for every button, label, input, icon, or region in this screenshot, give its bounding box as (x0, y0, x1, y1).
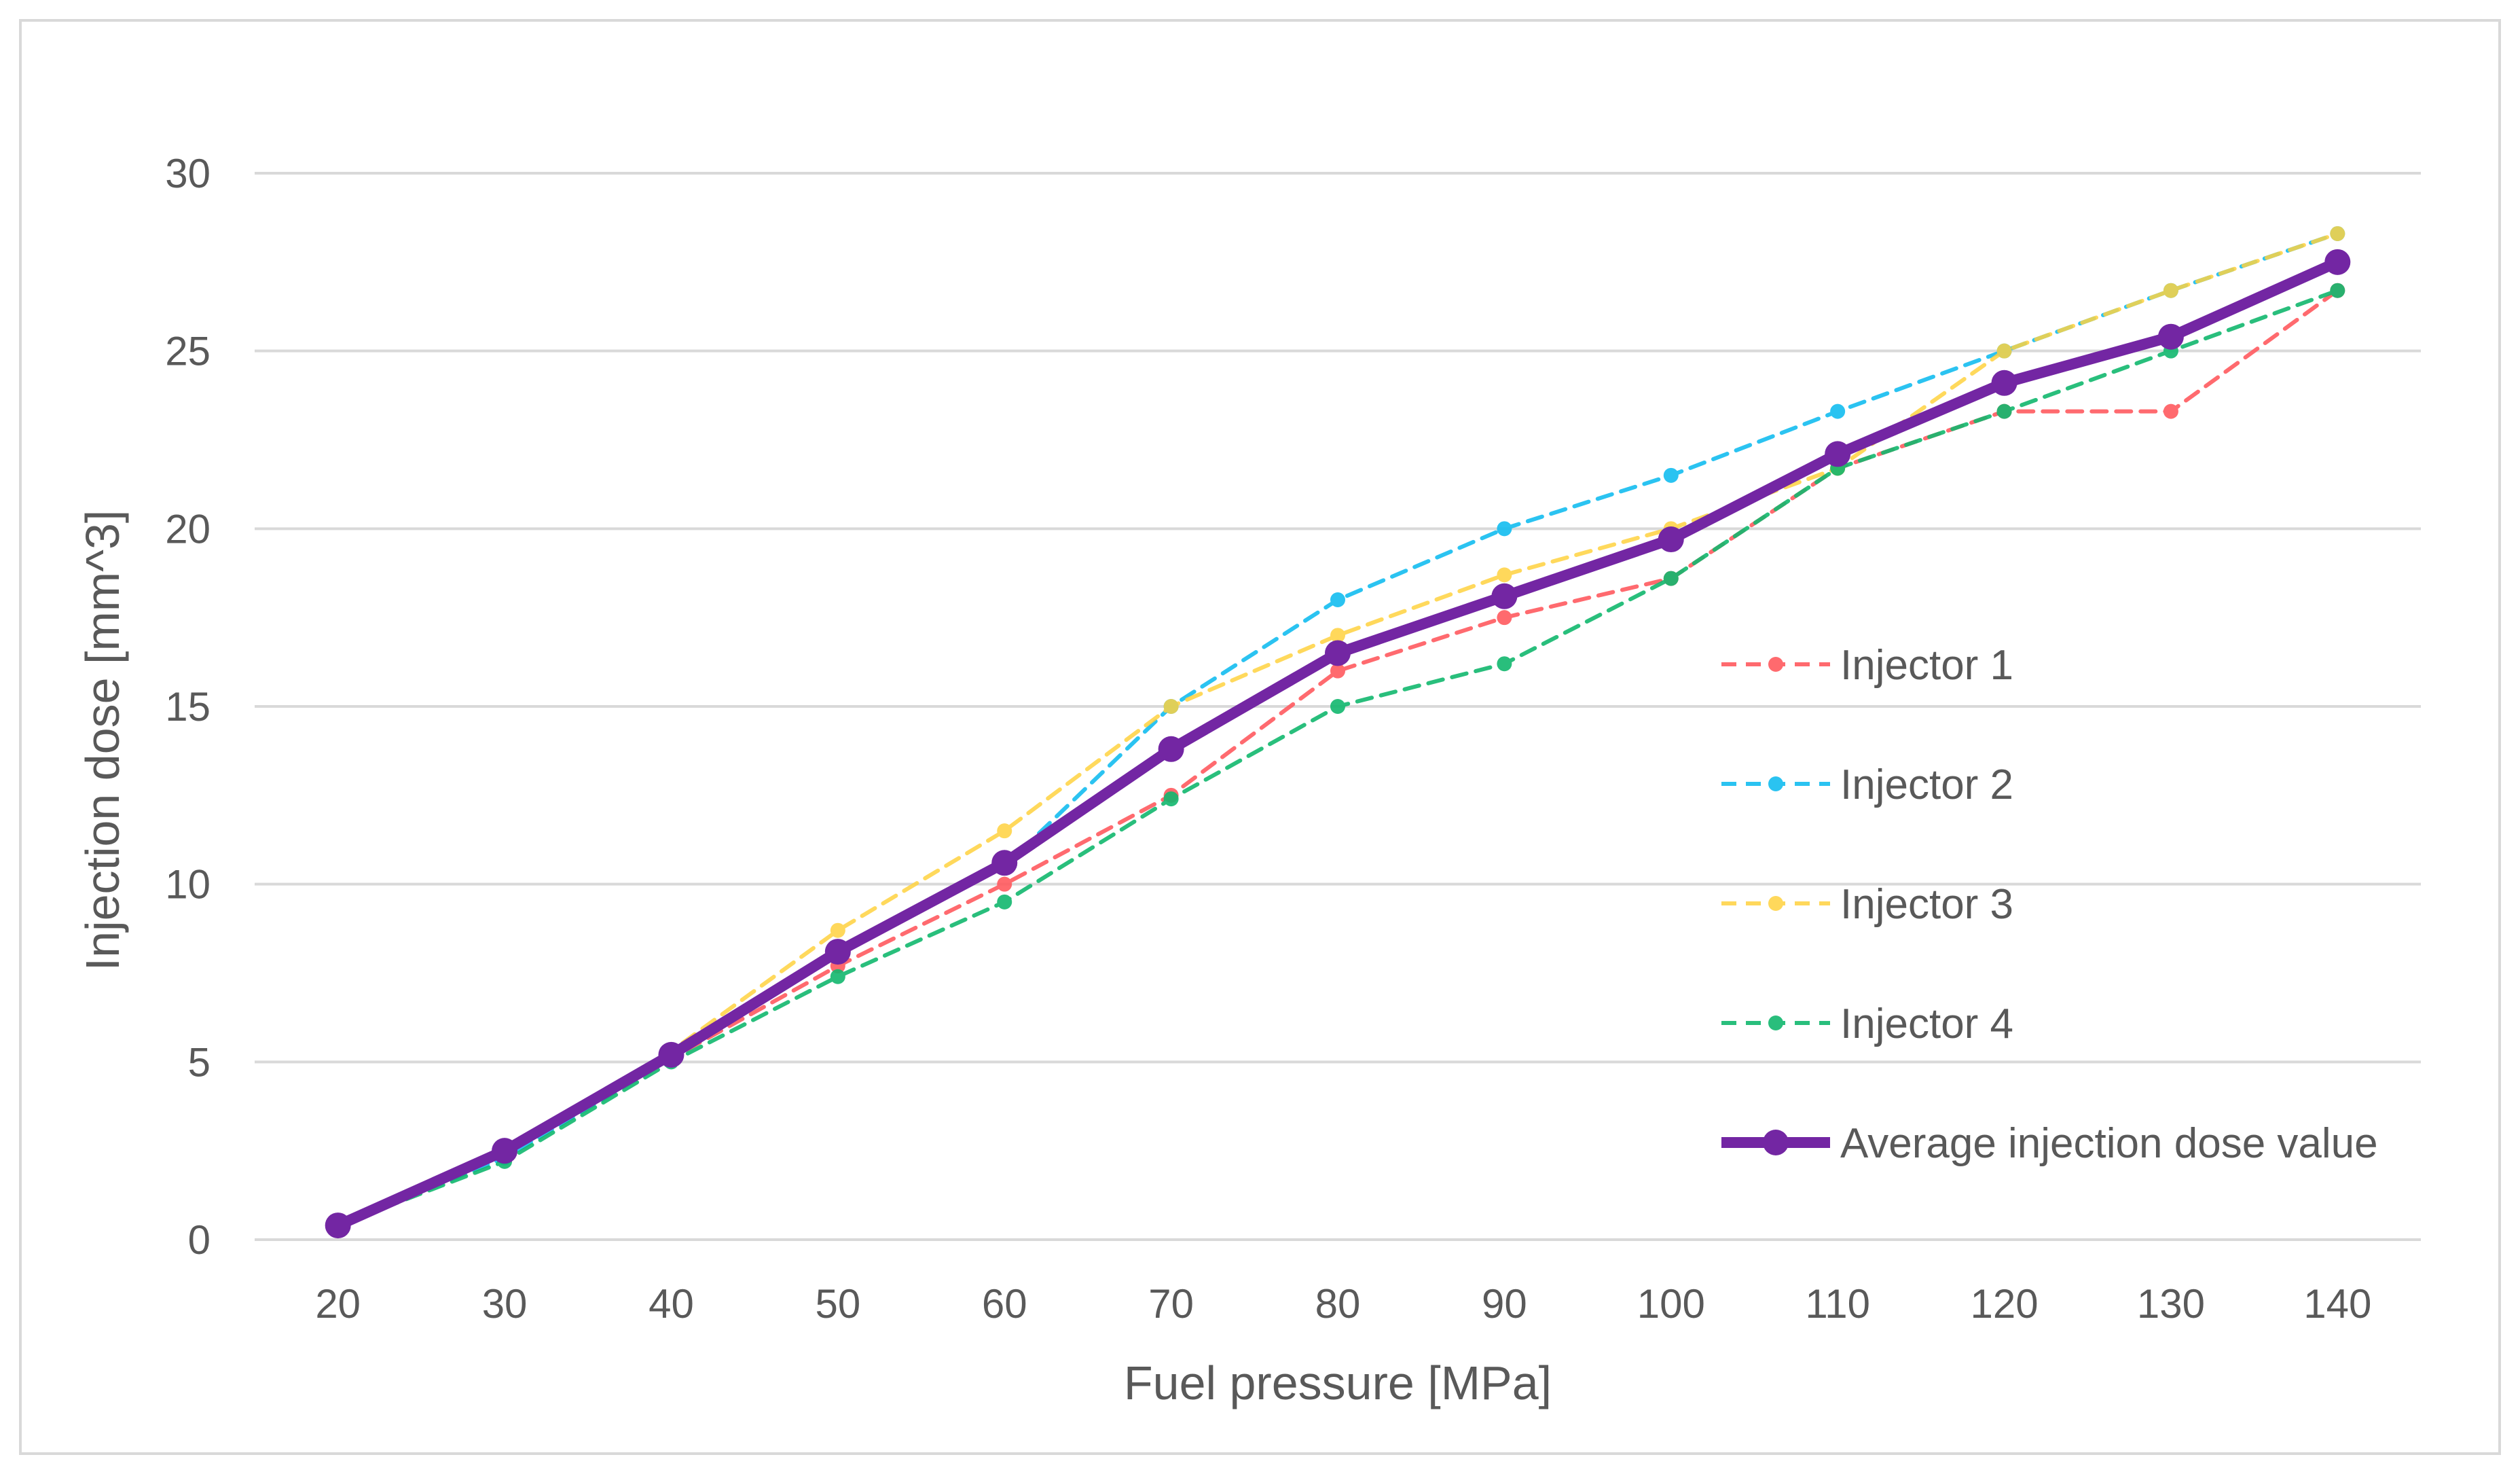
gridlines (255, 172, 2421, 1241)
data-point (1658, 526, 1684, 553)
data-point (1830, 403, 1846, 419)
x-tick-label: 90 (1482, 1281, 1527, 1327)
data-point (2163, 403, 2178, 419)
x-tick-label: 60 (982, 1281, 1027, 1327)
data-point (2163, 283, 2178, 298)
data-point (1158, 736, 1184, 762)
legend-label: Injector 2 (1840, 761, 2013, 808)
x-tick-label: 110 (1805, 1281, 1870, 1327)
data-point (1497, 567, 1512, 583)
x-tick-label: 130 (2137, 1281, 2205, 1327)
data-point (492, 1138, 518, 1164)
data-point (1163, 699, 1179, 714)
legend-item-2 (1721, 776, 1830, 791)
data-point (997, 823, 1012, 839)
series-5 (325, 249, 2351, 1239)
data-point (2157, 323, 2184, 350)
data-point (1663, 571, 1679, 586)
data-point (1330, 628, 1345, 643)
data-point (997, 894, 1012, 910)
data-point (830, 969, 845, 984)
legend-item-5 (1721, 1130, 1830, 1155)
legend-swatch-marker (1768, 896, 1783, 911)
legend-label: Injector 4 (1840, 1001, 2013, 1047)
data-point (1330, 699, 1345, 714)
x-tick-label: 70 (1148, 1281, 1194, 1327)
legend-swatch-marker (1768, 657, 1783, 672)
legend-item-3 (1721, 896, 1830, 911)
data-point (1996, 343, 2012, 359)
data-point (2330, 226, 2345, 241)
y-tick-label: 0 (188, 1217, 211, 1263)
chart-border (19, 19, 2501, 1455)
x-axis-title: Fuel pressure [MPa] (1124, 1356, 1552, 1409)
data-point (1330, 663, 1345, 679)
data-point (1497, 656, 1512, 672)
x-tick-label: 30 (482, 1281, 528, 1327)
x-tick-label: 50 (815, 1281, 860, 1327)
y-tick-label: 20 (165, 506, 211, 552)
data-point (1491, 583, 1518, 609)
legend: Injector 1 Injector 2 Injector 3 Injector 4… (1721, 642, 2378, 1167)
y-tick-label: 25 (165, 329, 211, 374)
data-point (1497, 610, 1512, 626)
y-tick-label: 30 (165, 151, 211, 196)
x-tick-label: 120 (1970, 1281, 2038, 1327)
data-point (991, 850, 1018, 876)
x-tick-label: 140 (2303, 1281, 2371, 1327)
x-tick-label: 20 (315, 1281, 361, 1327)
y-tick-label: 5 (188, 1039, 211, 1085)
legend-item-4 (1721, 1015, 1830, 1030)
legend-label: Injector 1 (1840, 642, 2013, 689)
y-tick-label: 15 (165, 684, 211, 730)
data-point (997, 876, 1012, 892)
legend-label: Average injection dose value (1840, 1120, 2378, 1167)
y-axis-title: Injection dose [mm^3] (76, 510, 129, 971)
x-tick-label: 100 (1637, 1281, 1705, 1327)
data-point (325, 1212, 351, 1239)
data-point (830, 922, 845, 938)
data-point (1330, 592, 1345, 607)
data-point (2330, 283, 2345, 298)
data-point (824, 939, 851, 965)
data-point (1996, 403, 2012, 419)
data-point (1325, 640, 1351, 666)
y-tick-label: 10 (165, 862, 211, 907)
legend-label: Injector 3 (1840, 881, 2013, 928)
legend-item-1 (1721, 657, 1830, 672)
x-tick-label: 40 (649, 1281, 694, 1327)
legend-swatch-marker (1768, 776, 1783, 791)
x-axis-tick-labels: 20 30 40 50 60 70 80 90 100 110 120 130 140 (315, 1281, 2371, 1327)
data-point (2324, 249, 2351, 275)
x-tick-label: 80 (1315, 1281, 1361, 1327)
legend-swatch-marker (1768, 1015, 1783, 1030)
data-point (1163, 791, 1179, 807)
data-point (1825, 441, 1851, 467)
data-point (1991, 370, 2017, 396)
legend-swatch-marker (1763, 1130, 1789, 1155)
data-point (658, 1041, 684, 1068)
data-point (1663, 467, 1679, 483)
series-layer (325, 226, 2351, 1239)
data-point (1497, 521, 1512, 537)
y-axis-tick-labels: 0 5 10 15 20 25 30 (165, 151, 211, 1263)
